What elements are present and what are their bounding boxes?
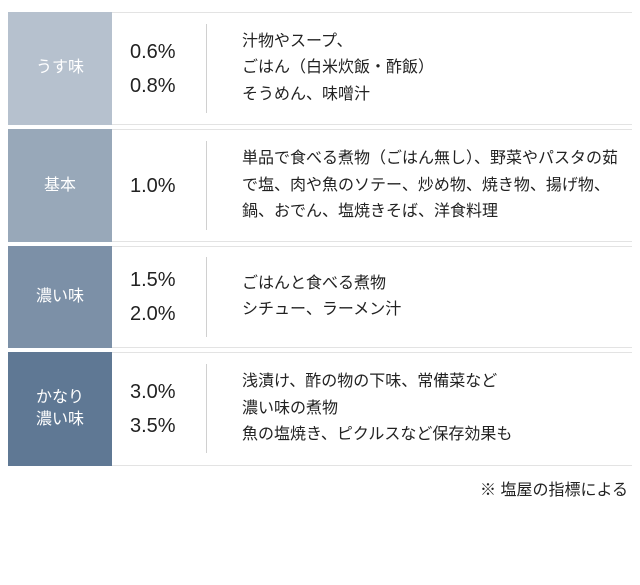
row-label: うす味 — [8, 12, 112, 125]
row-label-text: 濃い味 — [18, 286, 102, 308]
row-description: 汁物やスープ、ごはん（白米炊飯・酢飯）そうめん、味噌汁 — [226, 12, 632, 125]
row-percent: 3.0%3.5% — [112, 352, 206, 465]
row-label: かなり濃い味 — [8, 352, 112, 465]
row-percent: 1.5%2.0% — [112, 246, 206, 348]
description-text: ごはん（白米炊飯・酢飯） — [242, 55, 622, 81]
column-divider — [206, 129, 226, 242]
row-label-text: かなり — [18, 387, 102, 409]
description-text: そうめん、味噌汁 — [242, 82, 622, 108]
salt-concentration-table: うす味0.6%0.8%汁物やスープ、ごはん（白米炊飯・酢飯）そうめん、味噌汁基本… — [8, 8, 632, 470]
percent-value: 0.6% — [130, 35, 196, 69]
description-text: 浅漬け、酢の物の下味、常備菜など — [242, 369, 622, 395]
percent-value: 3.0% — [130, 375, 196, 409]
column-divider — [206, 352, 226, 465]
row-label: 濃い味 — [8, 246, 112, 348]
row-description: 浅漬け、酢の物の下味、常備菜など濃い味の煮物魚の塩焼き、ピクルスなど保存効果も — [226, 352, 632, 465]
row-percent: 1.0% — [112, 129, 206, 242]
percent-value: 1.0% — [130, 169, 196, 203]
percent-value: 2.0% — [130, 297, 196, 331]
description-text: ごはんと食べる煮物 — [242, 271, 622, 297]
table-row: 基本 1.0% 単品で食べる煮物（ごはん無し）、野菜やパスタの茹で塩、肉や魚のソテー… — [8, 129, 632, 242]
row-description: ごはんと食べる煮物シチュー、ラーメン汁 — [226, 246, 632, 348]
row-label-text: うす味 — [18, 57, 102, 79]
row-label-text: 基本 — [18, 175, 102, 197]
column-divider — [206, 12, 226, 125]
percent-value: 1.5% — [130, 263, 196, 297]
percent-value: 0.8% — [130, 69, 196, 103]
table-row: 濃い味1.5%2.0%ごはんと食べる煮物シチュー、ラーメン汁 — [8, 246, 632, 348]
description-text: 濃い味の煮物 — [242, 396, 622, 422]
description-text: シチュー、ラーメン汁 — [242, 297, 622, 323]
row-description: 単品で食べる煮物（ごはん無し）、野菜やパスタの茹で塩、肉や魚のソテー、炒め物、焼… — [226, 129, 632, 242]
description-text: 単品で食べる煮物（ごはん無し）、野菜やパスタの茹で塩、肉や魚のソテー、炒め物、焼… — [242, 146, 622, 225]
table-source-note: ※ 塩屋の指標による — [8, 476, 632, 500]
row-label-text: 濃い味 — [18, 409, 102, 431]
table-row: かなり濃い味3.0%3.5%浅漬け、酢の物の下味、常備菜など濃い味の煮物魚の塩焼… — [8, 352, 632, 465]
row-label: 基本 — [8, 129, 112, 242]
column-divider — [206, 246, 226, 348]
table-row: うす味0.6%0.8%汁物やスープ、ごはん（白米炊飯・酢飯）そうめん、味噌汁 — [8, 12, 632, 125]
description-text: 魚の塩焼き、ピクルスなど保存効果も — [242, 422, 622, 448]
row-percent: 0.6%0.8% — [112, 12, 206, 125]
description-text: 汁物やスープ、 — [242, 29, 622, 55]
percent-value: 3.5% — [130, 409, 196, 443]
